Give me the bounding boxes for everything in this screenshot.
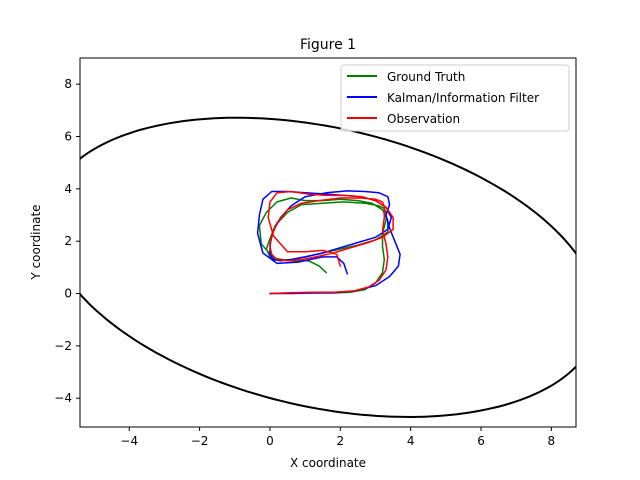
y-tick-label: −4 <box>54 391 72 405</box>
y-tick-label: 4 <box>64 182 72 196</box>
x-tick-label: 8 <box>548 434 556 448</box>
y-tick-label: 6 <box>64 130 72 144</box>
x-tick-label: 6 <box>477 434 485 448</box>
legend-label-filter: Kalman/Information Filter <box>387 91 539 105</box>
y-tick-label: 8 <box>64 77 72 91</box>
y-tick-label: −2 <box>54 339 72 353</box>
legend-label-ground-truth: Ground Truth <box>387 70 465 84</box>
x-tick-label: 2 <box>336 434 344 448</box>
legend-frame <box>340 64 570 132</box>
series-line-2 <box>267 190 394 295</box>
x-tick-label: −2 <box>191 434 209 448</box>
legend-label-observation: Observation <box>387 112 460 126</box>
chart-title: Figure 1 <box>300 37 356 53</box>
y-axis-label: Y coordinate <box>29 204 43 280</box>
series-layer <box>80 116 576 418</box>
y-tick-label: 0 <box>64 287 72 301</box>
x-axis-label: X coordinate <box>290 456 366 470</box>
x-tick-label: 0 <box>266 434 274 448</box>
x-tick-label: 4 <box>407 434 415 448</box>
covariance-ellipse <box>80 116 576 418</box>
legend: Ground Truth Kalman/Information Filter O… <box>340 64 570 132</box>
x-tick-label: −4 <box>120 434 138 448</box>
x-axis: −4 −2 0 2 4 6 8 <box>120 427 555 448</box>
y-axis: −4 −2 0 2 4 6 8 <box>54 77 80 405</box>
y-tick-label: 2 <box>64 234 72 248</box>
plot-frame <box>79 57 577 428</box>
